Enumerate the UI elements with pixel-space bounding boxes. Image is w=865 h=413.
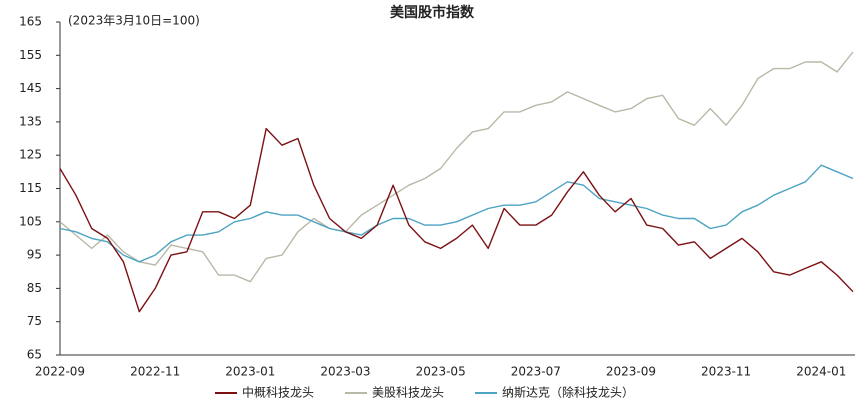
chart-title: 美国股市指数 [390,4,475,21]
y-tick-label: 65 [27,348,42,362]
y-tick-label: 95 [27,248,42,262]
y-tick-label: 125 [19,148,42,162]
legend-label: 纳斯达克（除科技龙头） [502,385,634,400]
x-tick-label: 2022-09 [35,365,85,379]
chart-subtitle: (2023年3月10日=100) [68,14,200,28]
y-tick-label: 165 [19,15,42,29]
y-tick-label: 115 [19,181,42,195]
y-tick-label: 75 [27,314,42,328]
x-tick-label: 2023-01 [225,365,275,379]
x-tick-label: 2023-09 [606,365,656,379]
legend-label: 中概科技龙头 [242,385,314,400]
x-tick-label: 2024-01 [796,365,846,379]
series-line [59,164,854,263]
series-line [59,127,854,313]
legend-label: 美股科技龙头 [372,386,444,400]
x-tick-label: 2023-05 [416,365,466,379]
y-tick-label: 135 [19,114,42,128]
x-tick-label: 2023-07 [511,365,561,379]
y-tick-label: 85 [27,281,42,295]
series-line [59,51,854,283]
y-tick-label: 105 [19,214,42,228]
x-tick-label: 2023-03 [320,365,370,379]
y-tick-label: 145 [19,81,42,95]
x-tick-label: 2023-11 [701,365,751,379]
y-tick-label: 155 [19,48,42,62]
x-tick-label: 2022-11 [130,365,180,379]
